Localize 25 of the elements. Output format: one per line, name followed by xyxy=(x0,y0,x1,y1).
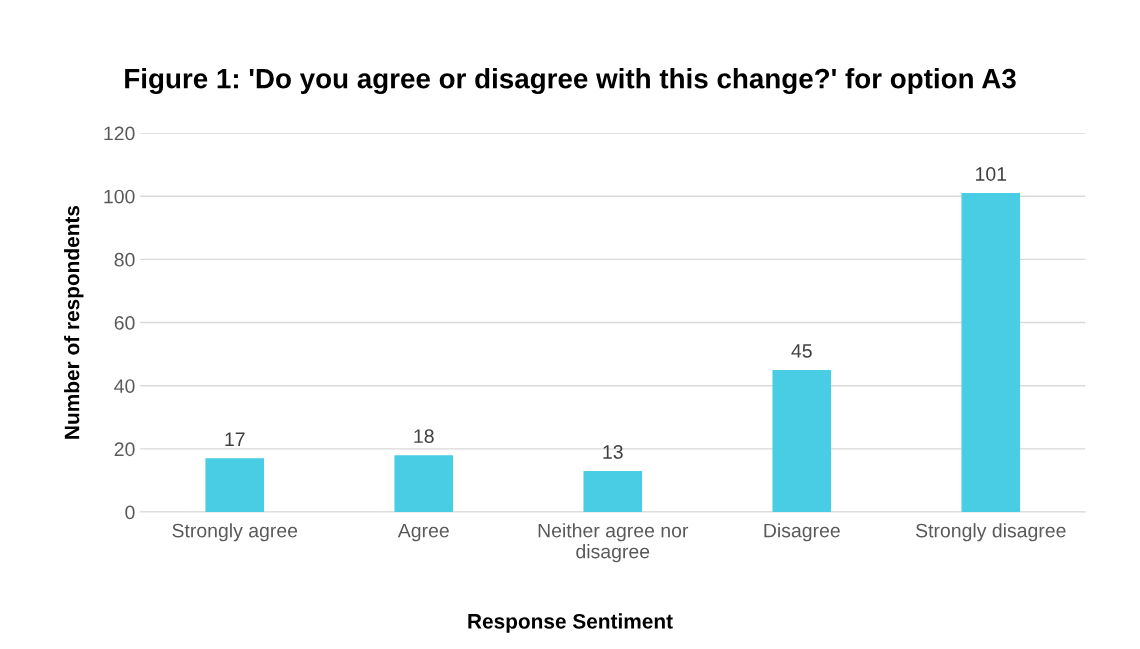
data-label: 45 xyxy=(791,344,812,358)
x-tick-label: Strongly disagree xyxy=(916,523,1066,542)
x-tick-label: Neither agree nor disagree xyxy=(538,523,689,563)
x-tick-label: Disagree xyxy=(764,523,840,542)
y-tick-label: 80 xyxy=(114,252,135,267)
y-tick-label: 40 xyxy=(114,379,135,393)
x-tick-label: Strongly agree xyxy=(172,523,298,542)
y-tick-label: 0 xyxy=(125,505,135,520)
bar xyxy=(772,369,832,513)
data-label: 13 xyxy=(603,445,623,459)
bar xyxy=(394,455,454,513)
x-axis-title: Response Sentiment xyxy=(468,613,673,633)
bar xyxy=(205,458,265,513)
data-label: 101 xyxy=(976,167,1007,181)
x-tick-label: Agree xyxy=(397,523,449,542)
y-tick-label: 120 xyxy=(104,126,135,141)
y-axis-title: Number of respondents xyxy=(64,205,84,439)
y-tick-label: 20 xyxy=(114,442,135,457)
data-label: 18 xyxy=(414,429,434,444)
data-label: 17 xyxy=(225,432,245,446)
bar xyxy=(583,471,643,513)
y-tick-label: 100 xyxy=(104,189,135,204)
bar xyxy=(961,193,1021,513)
chart-title: Figure 1: 'Do you agree or disagree with this change?' for option A3 xyxy=(125,68,1016,95)
y-tick-label: 60 xyxy=(114,316,135,330)
